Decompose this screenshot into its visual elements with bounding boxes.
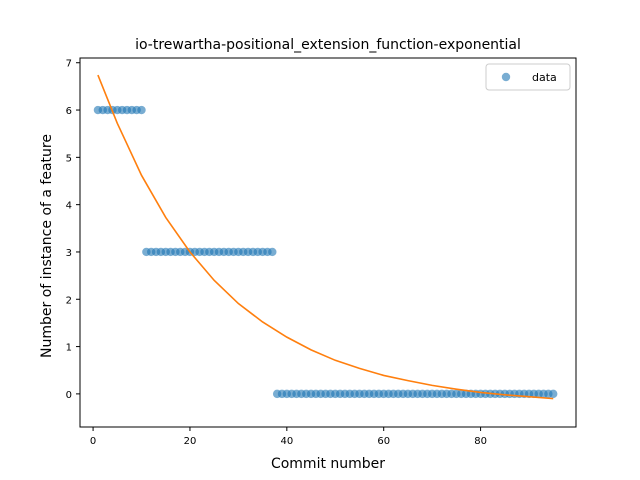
fit-line — [97, 74, 554, 400]
chart-title: io-trewartha-positional_extension_functi… — [135, 37, 521, 53]
legend-marker — [501, 72, 511, 82]
y-tick-label: 1 — [66, 343, 72, 354]
y-tick-label: 2 — [66, 295, 72, 306]
legend: data — [485, 63, 571, 91]
y-tick-label: 3 — [66, 248, 72, 259]
legend-label: data — [532, 71, 557, 84]
x-tick-label: 20 — [184, 436, 197, 447]
y-tick-label: 5 — [66, 153, 72, 164]
data-point — [549, 389, 558, 399]
y-axis-label: Number of instance of a feature — [39, 134, 55, 358]
axes-frame — [79, 57, 577, 428]
plot-area: 0 20 40 60 80 0 1 2 3 4 5 6 7 — [66, 57, 577, 447]
x-tick-label: 0 — [90, 436, 96, 447]
x-axis-label: Commit number — [271, 456, 385, 472]
legend-box — [485, 63, 571, 91]
y-tick-label: 7 — [66, 59, 72, 70]
y-tick-label: 6 — [66, 106, 72, 117]
data-point — [137, 105, 146, 115]
x-tick-label: 80 — [474, 436, 487, 447]
y-tick-label: 0 — [66, 390, 72, 401]
data-point — [268, 247, 277, 257]
x-tick-label: 60 — [377, 436, 390, 447]
x-tick-label: 40 — [280, 436, 293, 447]
y-tick-label: 4 — [66, 201, 72, 212]
